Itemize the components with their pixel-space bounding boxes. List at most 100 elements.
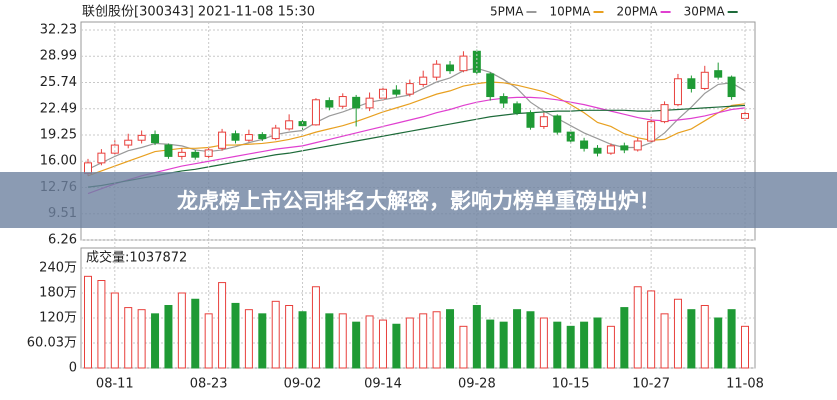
- x-tick-label: 10-27: [632, 377, 670, 392]
- candle-body: [593, 147, 602, 154]
- candle-body: [580, 140, 589, 149]
- candle-body: [352, 96, 361, 109]
- volume-bar: [298, 311, 307, 369]
- volume-title: 成交量:1037872: [86, 250, 187, 266]
- legend-label: 30PMA: [684, 5, 726, 19]
- banner: 龙虎榜上市公司排名大解密，影响力榜单重磅出炉！: [0, 172, 837, 228]
- candle-body: [566, 131, 575, 142]
- candle-body: [311, 99, 320, 126]
- candle-body: [727, 76, 736, 98]
- volume-bar: [271, 300, 280, 369]
- candle-body: [446, 64, 455, 72]
- candle-body: [459, 55, 468, 72]
- candle-body: [499, 96, 508, 104]
- y-tick-label: 6.26: [48, 233, 77, 248]
- volume-bar: [97, 280, 106, 369]
- y-tick-label: 0: [69, 361, 77, 376]
- volume-bar: [244, 309, 253, 369]
- ma-line: [87, 96, 746, 195]
- volume-bar: [325, 313, 334, 369]
- legend-label: 10PMA: [549, 5, 591, 19]
- candle-body: [258, 134, 267, 140]
- volume-bar: [499, 321, 508, 369]
- volume-bar: [164, 305, 173, 369]
- x-tick-label: 09-28: [458, 377, 496, 392]
- candle-body: [432, 63, 441, 78]
- volume-bar: [419, 313, 428, 369]
- volume-bar: [352, 321, 361, 369]
- candle-body: [164, 144, 173, 157]
- candle-body: [606, 145, 615, 154]
- ma-line: [87, 104, 746, 188]
- volume-bar: [700, 305, 709, 369]
- volume-bar: [84, 275, 92, 369]
- volume-bar: [338, 313, 347, 369]
- volume-bar: [727, 309, 736, 369]
- volume-bar: [486, 319, 495, 369]
- volume-bar: [687, 309, 696, 369]
- y-tick-label: 180万: [39, 286, 77, 301]
- volume-bar: [378, 319, 387, 369]
- volume-bar: [392, 323, 401, 369]
- candle-body: [97, 152, 106, 164]
- candle-body: [486, 73, 495, 98]
- volume-bar: [204, 313, 213, 369]
- candle-body: [325, 100, 334, 108]
- candle-body: [539, 116, 548, 127]
- volume-bar: [432, 311, 441, 369]
- volume-bar: [124, 307, 133, 369]
- volume-bar: [191, 298, 200, 369]
- volume-bar: [231, 302, 240, 369]
- x-tick-label: 08-23: [190, 377, 228, 392]
- candle-body: [673, 78, 682, 106]
- volume-bar: [513, 309, 522, 369]
- candle-body: [231, 133, 240, 141]
- volume-bar: [714, 317, 723, 369]
- candle-body: [687, 78, 696, 89]
- volume-bar: [459, 325, 468, 369]
- candle-body: [405, 83, 414, 95]
- candle-body: [124, 139, 133, 146]
- volume-bar: [472, 305, 481, 369]
- candle-body: [177, 151, 186, 157]
- candle-body: [191, 151, 200, 158]
- volume-bar: [553, 321, 562, 369]
- volume-bar: [660, 313, 669, 369]
- y-tick-label: 32.23: [40, 23, 77, 38]
- volume-bar: [446, 309, 455, 369]
- volume-bar: [177, 292, 186, 369]
- candle-body: [392, 89, 401, 95]
- y-tick-label: 16.00: [40, 154, 77, 169]
- y-tick-label: 25.74: [40, 75, 77, 90]
- volume-bar: [110, 292, 119, 369]
- volume-bar: [606, 325, 615, 369]
- x-tick-label: 11-08: [726, 377, 764, 392]
- volume-bar: [526, 311, 535, 369]
- candle-body: [526, 112, 535, 128]
- legend-label: 20PMA: [617, 5, 659, 19]
- y-tick-label: 19.25: [40, 127, 77, 142]
- candle-body: [714, 70, 723, 78]
- candle-body: [700, 71, 709, 89]
- candle-body: [110, 144, 119, 154]
- volume-bar: [673, 298, 682, 369]
- x-tick-label: 09-14: [364, 377, 402, 392]
- candle-body: [285, 120, 294, 130]
- candle-body: [553, 115, 562, 133]
- volume-bar: [633, 286, 642, 369]
- volume-bar: [580, 321, 589, 369]
- candle-body: [513, 103, 522, 114]
- candle-body: [633, 140, 642, 151]
- y-tick-label: 240万: [39, 261, 77, 276]
- candle-body: [338, 96, 347, 107]
- candle-body: [660, 104, 669, 123]
- y-tick-label: 22.49: [40, 101, 77, 116]
- volume-bar: [593, 317, 602, 369]
- x-tick-label: 09-02: [284, 377, 322, 392]
- volume-bar: [151, 313, 160, 369]
- candle-body: [204, 149, 213, 157]
- volume-bar: [137, 309, 146, 369]
- candle-body: [419, 76, 428, 85]
- volume-bar: [218, 282, 227, 369]
- volume-bar: [741, 325, 749, 369]
